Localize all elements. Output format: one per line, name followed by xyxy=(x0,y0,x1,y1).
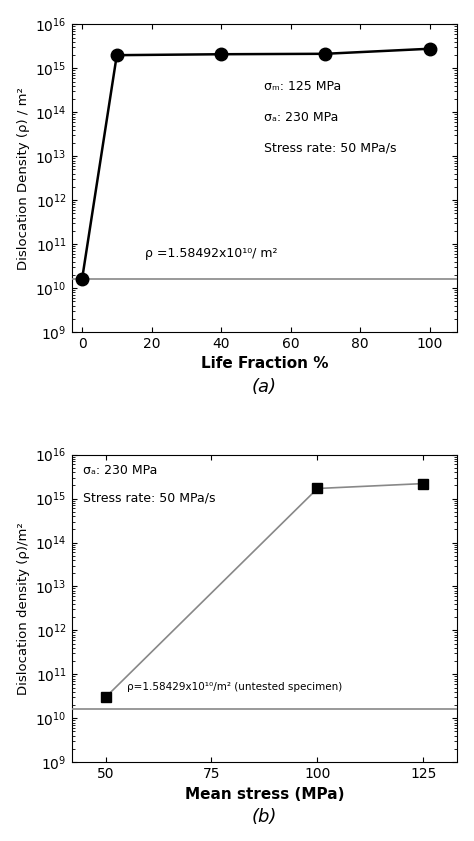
Text: (b): (b) xyxy=(252,808,277,827)
Text: σₘ: 125 MPa: σₘ: 125 MPa xyxy=(264,80,342,93)
Y-axis label: Dislocation density (ρ)/m²: Dislocation density (ρ)/m² xyxy=(17,522,30,695)
Text: σₐ: 230 MPa: σₐ: 230 MPa xyxy=(83,464,157,477)
Text: ρ =1.58492x10¹⁰/ m²: ρ =1.58492x10¹⁰/ m² xyxy=(145,246,277,260)
X-axis label: Mean stress (MPa): Mean stress (MPa) xyxy=(185,786,344,801)
Text: Stress rate: 50 MPa/s: Stress rate: 50 MPa/s xyxy=(264,141,397,154)
Text: Stress rate: 50 MPa/s: Stress rate: 50 MPa/s xyxy=(83,492,216,505)
Text: (a): (a) xyxy=(252,378,277,396)
X-axis label: Life Fraction %: Life Fraction % xyxy=(201,357,328,372)
Text: σₐ: 230 MPa: σₐ: 230 MPa xyxy=(264,110,339,124)
Y-axis label: Dislocation Density (ρ) / m²: Dislocation Density (ρ) / m² xyxy=(17,87,30,270)
Text: ρ=1.58429x10¹⁰/m² (untested specimen): ρ=1.58429x10¹⁰/m² (untested specimen) xyxy=(127,682,342,692)
